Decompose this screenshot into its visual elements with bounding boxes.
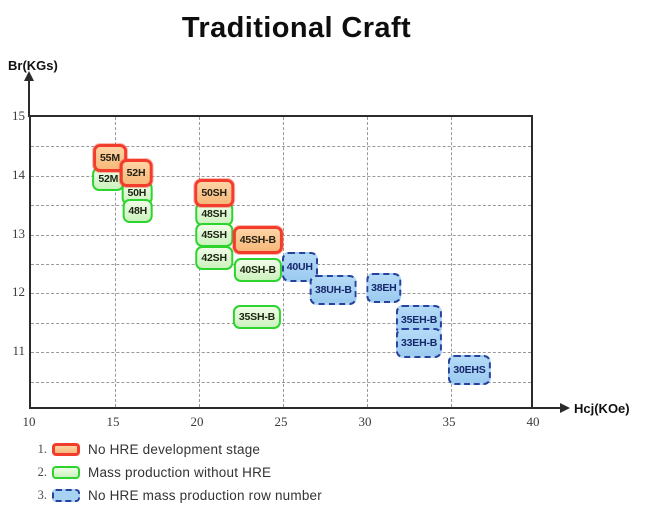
gridline-v [115,117,116,407]
grade-box-55m: 55M [93,144,127,173]
chart-title: Traditional Craft [181,12,412,44]
grade-box-35sh-b: 35SH-B [232,304,282,329]
x-tick-label: 20 [190,414,204,429]
y-tick-label: 13 [12,225,25,241]
gridline-h [31,175,531,177]
grade-box-38uh-b: 38UH-B [310,275,357,306]
legend-number: 1. [37,441,47,456]
y-tick-label: 12 [12,284,25,300]
legend-number: 3. [37,487,47,502]
grade-box-45sh: 45SH [195,222,233,247]
x-axis-arrow-icon [560,403,570,413]
grade-box-50sh: 50SH [194,179,234,208]
legend-label: Mass production without HRE [88,464,272,480]
grade-box-42sh: 42SH [195,246,233,271]
grade-box-38eh: 38EH [366,272,402,303]
x-tick-label: 10 [22,414,36,429]
grade-box-52h: 52H [119,158,153,187]
legend-swatch-hre-mass [52,488,80,502]
y-tick-label: 15 [12,108,25,123]
legend-label: No HRE mass production row number [88,487,322,503]
gridline-v [367,117,368,407]
legend-swatch-mass-no-hre [52,465,80,479]
legend-item: 1. No HRE development stage [31,441,322,457]
legend-item: 2. Mass production without HRE [31,464,322,480]
legend-number: 2. [37,464,47,479]
x-axis-line [533,407,562,409]
gridline-h [31,352,531,354]
y-tick-label: 11 [12,343,25,359]
y-tick-label: 14 [12,166,25,182]
gridline-h [31,293,531,295]
y-axis-label: Br(KGs) [8,58,58,73]
gridline-h [31,205,531,207]
grade-box-45sh-b: 45SH-B [232,226,283,255]
grade-box-33eh-b: 33EH-B [396,328,443,359]
grade-box-30ehs: 30EHS [448,354,491,385]
gridline-v [451,117,452,407]
legend: 1. No HRE development stage 2. Mass product… [31,441,322,508]
x-axis-label: Hcj(KOe) [574,401,630,416]
x-tick-label: 15 [106,414,120,429]
gridline-h [31,381,531,383]
legend-label: No HRE development stage [88,441,261,457]
x-tick-label: 40 [526,414,540,429]
x-tick-label: 35 [442,414,456,429]
gridline-h [31,322,531,324]
x-tick-label: 25 [274,414,288,429]
gridline-h [31,146,531,148]
plot-area: 55M 52H 50SH 45SH-B 52M 50H 48H 48SH 45SH 42SH 40S… [29,115,533,409]
grade-box-40uh: 40UH [281,251,318,282]
y-axis-line [28,80,30,117]
legend-swatch-dev-no-hre [52,442,80,456]
grade-box-40sh-b: 40SH-B [233,257,282,282]
y-axis-arrow-icon [24,71,34,81]
grade-box-48h: 48H [122,199,154,224]
legend-item: 3. No HRE mass production row number [31,487,322,503]
x-tick-label: 30 [358,414,372,429]
